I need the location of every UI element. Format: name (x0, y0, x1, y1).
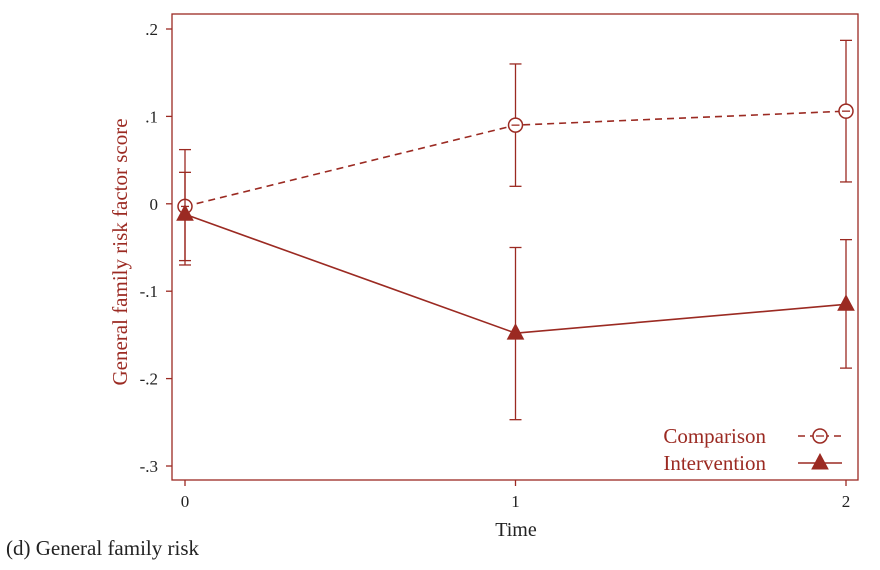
legend-swatch-marker (811, 452, 829, 470)
data-point (837, 294, 855, 311)
x-tick-label: 0 (181, 492, 190, 511)
y-tick-label: -.1 (140, 282, 158, 301)
x-axis: 0 1 2 (181, 480, 851, 511)
legend: Comparison Intervention (663, 424, 842, 475)
y-tick-label: -.2 (140, 370, 158, 389)
series-layer (176, 39, 855, 421)
legend-label: Comparison (663, 424, 766, 448)
y-axis: -.3 -.2 -.1 0 .1 .2 (140, 20, 172, 476)
x-tick-label: 1 (511, 492, 520, 511)
x-axis-title: Time (495, 519, 537, 541)
x-tick-label: 2 (842, 492, 851, 511)
legend-label: Intervention (663, 451, 766, 475)
y-tick-label: .2 (145, 20, 158, 39)
data-point (176, 204, 194, 221)
y-tick-label: 0 (150, 195, 159, 214)
y-tick-label: .1 (145, 107, 158, 126)
data-point (506, 323, 525, 340)
figure-caption: (d) General family risk (6, 536, 200, 560)
series-intervention (176, 171, 855, 421)
series-comparison (177, 39, 854, 262)
y-tick-label: -.3 (140, 457, 158, 476)
y-axis-title: General family risk factor score (108, 118, 132, 385)
